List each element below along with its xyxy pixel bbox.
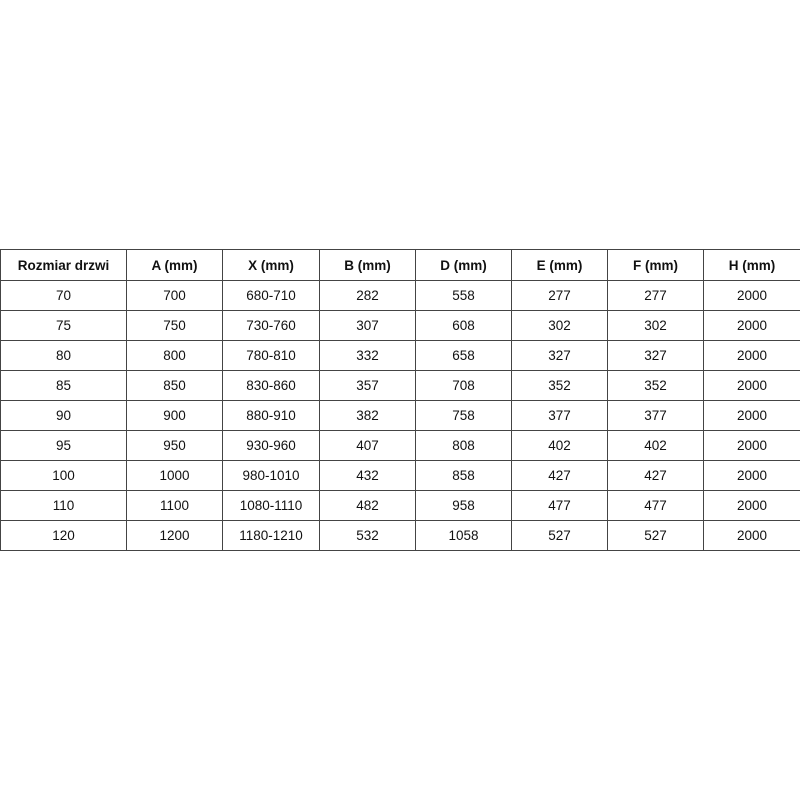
column-header: D (mm) (415, 249, 512, 281)
table-cell: 532 (319, 520, 416, 551)
table-cell: 382 (319, 400, 416, 431)
table-cell: 900 (126, 400, 223, 431)
table-cell: 708 (415, 370, 512, 401)
table-cell: 402 (511, 430, 608, 461)
table-cell: 758 (415, 400, 512, 431)
table-cell: 352 (607, 370, 704, 401)
table-cell: 427 (607, 460, 704, 491)
table-cell: 2000 (703, 460, 800, 491)
table-cell: 95 (0, 430, 127, 461)
table-cell: 70 (0, 280, 127, 311)
table-cell: 352 (511, 370, 608, 401)
table-cell: 958 (415, 490, 512, 521)
table-cell: 1000 (126, 460, 223, 491)
table-cell: 750 (126, 310, 223, 341)
table-cell: 880-910 (222, 400, 320, 431)
column-header: F (mm) (607, 249, 704, 281)
table-row: 85 850 830-860 357 708 352 352 2000 (0, 370, 800, 401)
column-header: E (mm) (511, 249, 608, 281)
table-cell: 808 (415, 430, 512, 461)
table-cell: 780-810 (222, 340, 320, 371)
table-cell: 950 (126, 430, 223, 461)
column-header: B (mm) (319, 249, 416, 281)
table-row: 75 750 730-760 307 608 302 302 2000 (0, 310, 800, 341)
dimensions-table: Rozmiar drzwi A (mm) X (mm) B (mm) D (mm) E (… (0, 249, 800, 551)
table-cell: 1200 (126, 520, 223, 551)
table-cell: 700 (126, 280, 223, 311)
table-cell: 2000 (703, 520, 800, 551)
table-cell: 830-860 (222, 370, 320, 401)
table-cell: 730-760 (222, 310, 320, 341)
table-cell: 120 (0, 520, 127, 551)
table-cell: 2000 (703, 370, 800, 401)
column-header: X (mm) (222, 249, 320, 281)
table-cell: 980-1010 (222, 460, 320, 491)
table-cell: 800 (126, 340, 223, 371)
table-cell: 327 (607, 340, 704, 371)
table-cell: 302 (511, 310, 608, 341)
table-cell: 2000 (703, 400, 800, 431)
table-cell: 80 (0, 340, 127, 371)
table-cell: 377 (511, 400, 608, 431)
table-cell: 357 (319, 370, 416, 401)
column-header: H (mm) (703, 249, 800, 281)
table-cell: 477 (511, 490, 608, 521)
table-cell: 2000 (703, 490, 800, 521)
table-cell: 527 (511, 520, 608, 551)
table-cell: 930-960 (222, 430, 320, 461)
table-cell: 850 (126, 370, 223, 401)
table-cell: 1180-1210 (222, 520, 320, 551)
table-cell: 1100 (126, 490, 223, 521)
table-cell: 427 (511, 460, 608, 491)
table-row: 70 700 680-710 282 558 277 277 2000 (0, 280, 800, 311)
table-cell: 282 (319, 280, 416, 311)
table-cell: 110 (0, 490, 127, 521)
table-cell: 327 (511, 340, 608, 371)
table-row: 80 800 780-810 332 658 327 327 2000 (0, 340, 800, 371)
table-cell: 307 (319, 310, 416, 341)
table-cell: 432 (319, 460, 416, 491)
table-cell: 302 (607, 310, 704, 341)
column-header: A (mm) (126, 249, 223, 281)
table-cell: 332 (319, 340, 416, 371)
table-cell: 658 (415, 340, 512, 371)
table-cell: 2000 (703, 280, 800, 311)
table-cell: 75 (0, 310, 127, 341)
table-row: 90 900 880-910 382 758 377 377 2000 (0, 400, 800, 431)
table-cell: 90 (0, 400, 127, 431)
table-cell: 680-710 (222, 280, 320, 311)
table-cell: 277 (511, 280, 608, 311)
table-cell: 100 (0, 460, 127, 491)
table-row: 95 950 930-960 407 808 402 402 2000 (0, 430, 800, 461)
table-row: 120 1200 1180-1210 532 1058 527 527 2000 (0, 520, 800, 551)
table-cell: 477 (607, 490, 704, 521)
table-cell: 1058 (415, 520, 512, 551)
table-cell: 402 (607, 430, 704, 461)
table-row: 110 1100 1080-1110 482 958 477 477 2000 (0, 490, 800, 521)
table-cell: 277 (607, 280, 704, 311)
table-cell: 2000 (703, 430, 800, 461)
table-cell: 1080-1110 (222, 490, 320, 521)
table-cell: 858 (415, 460, 512, 491)
table-cell: 85 (0, 370, 127, 401)
header-row: Rozmiar drzwi A (mm) X (mm) B (mm) D (mm) E (… (0, 249, 800, 281)
table-cell: 2000 (703, 340, 800, 371)
column-header: Rozmiar drzwi (0, 249, 127, 281)
table-row: 100 1000 980-1010 432 858 427 427 2000 (0, 460, 800, 491)
table-cell: 2000 (703, 310, 800, 341)
table-cell: 527 (607, 520, 704, 551)
table-cell: 608 (415, 310, 512, 341)
table-cell: 482 (319, 490, 416, 521)
table-cell: 377 (607, 400, 704, 431)
table-cell: 407 (319, 430, 416, 461)
table-cell: 558 (415, 280, 512, 311)
